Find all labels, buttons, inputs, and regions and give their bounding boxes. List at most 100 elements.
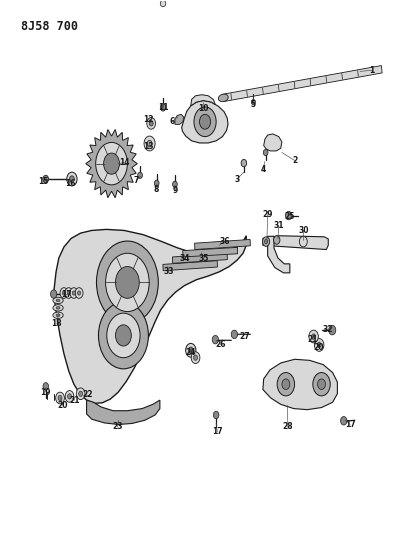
Circle shape	[65, 288, 73, 298]
Circle shape	[147, 140, 152, 147]
Ellipse shape	[53, 305, 63, 311]
Circle shape	[67, 172, 77, 186]
Text: 6: 6	[169, 117, 174, 126]
Circle shape	[212, 335, 219, 344]
Text: 16: 16	[65, 179, 75, 188]
Circle shape	[231, 330, 237, 338]
Circle shape	[263, 149, 268, 156]
Ellipse shape	[56, 314, 60, 317]
Text: 33: 33	[163, 268, 174, 276]
Text: 36: 36	[219, 237, 230, 246]
Circle shape	[213, 411, 219, 419]
Text: 5: 5	[251, 100, 255, 109]
Text: 34: 34	[179, 254, 190, 263]
Text: 26: 26	[215, 340, 226, 349]
Circle shape	[99, 302, 148, 369]
Circle shape	[107, 313, 140, 358]
Polygon shape	[268, 236, 290, 273]
Circle shape	[138, 172, 142, 179]
Text: 9: 9	[173, 186, 178, 195]
Text: 25: 25	[284, 212, 295, 221]
Text: 21: 21	[69, 395, 80, 405]
Circle shape	[251, 100, 255, 105]
Polygon shape	[195, 239, 250, 249]
Text: 17: 17	[345, 420, 356, 429]
Polygon shape	[183, 247, 238, 257]
Polygon shape	[263, 236, 328, 249]
Circle shape	[299, 236, 307, 247]
Ellipse shape	[56, 306, 60, 309]
Ellipse shape	[53, 312, 63, 318]
Circle shape	[96, 142, 127, 185]
Circle shape	[56, 392, 64, 404]
Text: 24: 24	[186, 348, 196, 357]
Circle shape	[194, 107, 216, 136]
Circle shape	[79, 391, 83, 397]
Circle shape	[51, 290, 57, 298]
Text: 20: 20	[57, 401, 68, 410]
Polygon shape	[87, 400, 160, 424]
Circle shape	[313, 373, 330, 396]
Circle shape	[154, 180, 159, 187]
Circle shape	[115, 266, 139, 298]
Circle shape	[188, 347, 193, 353]
Text: 22: 22	[83, 390, 93, 399]
Circle shape	[70, 288, 78, 298]
Ellipse shape	[160, 1, 166, 7]
Text: 21: 21	[307, 335, 318, 344]
Polygon shape	[182, 101, 228, 143]
Polygon shape	[86, 130, 137, 198]
Circle shape	[65, 391, 74, 402]
Text: 7: 7	[133, 175, 139, 184]
Circle shape	[309, 330, 318, 343]
Circle shape	[67, 291, 70, 295]
Circle shape	[194, 355, 198, 360]
Circle shape	[329, 325, 336, 335]
Polygon shape	[264, 134, 282, 151]
Circle shape	[200, 114, 211, 129]
Circle shape	[147, 117, 156, 129]
Circle shape	[75, 288, 83, 298]
Text: 8: 8	[153, 185, 159, 194]
Circle shape	[43, 383, 49, 390]
Circle shape	[341, 417, 347, 425]
Text: 31: 31	[273, 221, 284, 230]
Circle shape	[62, 291, 65, 295]
Polygon shape	[191, 95, 215, 106]
Circle shape	[263, 237, 270, 246]
Circle shape	[241, 159, 247, 167]
Text: 35: 35	[198, 254, 209, 263]
Circle shape	[69, 176, 74, 182]
Circle shape	[43, 175, 49, 183]
Ellipse shape	[218, 94, 228, 102]
Text: 17: 17	[61, 290, 72, 299]
Polygon shape	[175, 114, 184, 124]
Text: 8J58 700: 8J58 700	[21, 20, 78, 33]
Text: 20: 20	[313, 343, 324, 352]
Text: 28: 28	[282, 422, 293, 431]
Text: 4: 4	[260, 166, 265, 174]
Polygon shape	[54, 229, 246, 403]
Circle shape	[285, 212, 292, 220]
Text: 29: 29	[263, 210, 273, 219]
Circle shape	[314, 338, 324, 351]
Text: 15: 15	[38, 177, 48, 186]
Circle shape	[60, 288, 68, 298]
Text: 10: 10	[198, 104, 209, 113]
Circle shape	[312, 334, 316, 339]
Circle shape	[186, 343, 196, 357]
Polygon shape	[223, 66, 382, 102]
Ellipse shape	[53, 297, 63, 304]
Circle shape	[274, 236, 280, 244]
Circle shape	[160, 104, 166, 111]
Circle shape	[191, 352, 200, 364]
Text: 19: 19	[40, 387, 50, 397]
Text: 11: 11	[158, 103, 168, 112]
Polygon shape	[263, 359, 338, 410]
Polygon shape	[172, 253, 227, 263]
Polygon shape	[163, 261, 217, 271]
Circle shape	[317, 342, 321, 348]
Text: 27: 27	[240, 332, 251, 341]
Text: 2: 2	[292, 156, 297, 165]
Text: 18: 18	[51, 319, 62, 328]
